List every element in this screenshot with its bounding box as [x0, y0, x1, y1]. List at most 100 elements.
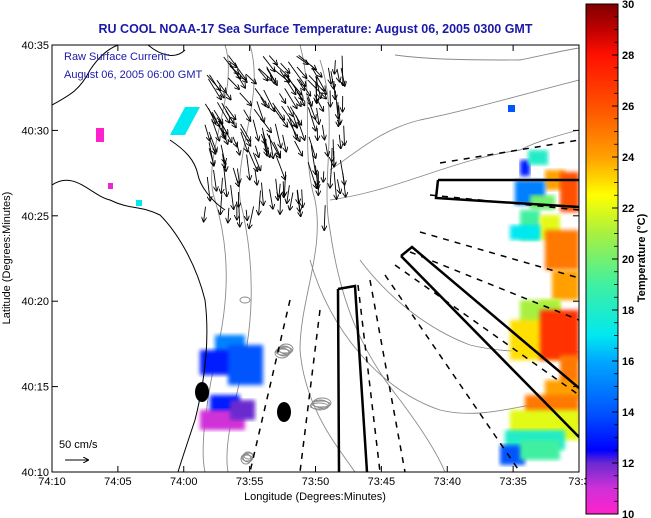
dashed-radial	[384, 274, 521, 472]
current-vector	[252, 152, 260, 171]
depth-contour-small	[241, 454, 253, 462]
colorbar-tick-label: 22	[622, 203, 634, 215]
current-vector	[334, 171, 336, 199]
dashed-radial	[394, 264, 579, 396]
current-vector	[262, 56, 275, 71]
current-vector	[294, 140, 303, 156]
current-vector	[220, 127, 228, 144]
current-vector	[223, 167, 227, 196]
depth-contour	[329, 129, 579, 201]
current-vector	[225, 105, 236, 119]
current-vector	[263, 89, 275, 111]
current-vector	[322, 124, 324, 139]
annotation-current-time: August 06, 2005 06:00 GMT	[64, 69, 202, 81]
current-vector	[206, 74, 220, 90]
current-vector	[302, 189, 303, 208]
current-vector	[237, 142, 240, 155]
sst-cell	[500, 445, 525, 465]
current-vector	[256, 101, 264, 122]
current-vector	[314, 94, 323, 111]
current-vector	[296, 78, 304, 90]
current-vector	[337, 179, 340, 193]
current-vector	[326, 143, 328, 156]
current-vector	[266, 133, 280, 158]
coastline-segment	[52, 45, 119, 106]
current-vector	[228, 55, 246, 80]
current-vector	[269, 189, 273, 209]
current-vector	[221, 177, 222, 193]
x-tick-label: 74:05	[104, 476, 132, 488]
current-vector	[344, 125, 345, 145]
current-vector	[308, 96, 312, 106]
colorbar-tick-label: 30	[622, 0, 634, 11]
current-vector	[216, 80, 226, 92]
x-axis-label: Longitude (Degrees:Minutes)	[244, 491, 386, 503]
coastline-segment	[52, 179, 208, 472]
colorbar-tick-label: 12	[622, 458, 634, 470]
current-vector	[208, 78, 221, 99]
current-vector	[268, 55, 277, 65]
colorbar-tick-label: 14	[622, 407, 635, 419]
sampling-overlays	[195, 139, 579, 472]
current-vector	[237, 168, 239, 184]
current-vector	[296, 55, 308, 64]
sst-cell	[552, 270, 579, 300]
current-vector	[266, 68, 276, 82]
current-vector	[280, 62, 290, 73]
sampling-box	[434, 178, 579, 209]
x-tick-label: 73:3	[568, 476, 589, 488]
y-tick-label: 40:15	[21, 382, 49, 394]
current-vector	[323, 171, 324, 181]
current-vector	[243, 109, 251, 121]
current-vector	[317, 107, 319, 124]
annotation-current-label: Raw Surface Current:	[64, 51, 170, 63]
current-vector	[330, 160, 332, 188]
sampling-box	[400, 245, 579, 438]
dashed-radial	[357, 284, 381, 472]
current-vector	[274, 152, 285, 179]
current-vector	[337, 68, 340, 82]
current-vector	[276, 178, 278, 200]
colorbar-tick-label: 26	[622, 101, 634, 113]
y-tick-label: 40:35	[21, 40, 49, 52]
current-vector	[255, 169, 257, 185]
current-vector	[262, 182, 264, 205]
colorbar-tick-label: 24	[622, 152, 635, 164]
current-vector	[228, 60, 237, 67]
y-tick-label: 40:10	[21, 467, 49, 479]
depth-contour	[394, 47, 579, 61]
current-vector	[246, 154, 250, 180]
station-dot	[277, 402, 291, 422]
current-vector	[220, 194, 222, 214]
sst-cell	[540, 310, 579, 360]
current-vector	[328, 67, 331, 84]
x-tick-label: 73:45	[368, 476, 396, 488]
current-vector	[204, 103, 219, 126]
scale-arrow-label: 50 cm/s	[59, 439, 98, 451]
sst-speck	[508, 105, 515, 112]
current-vector	[297, 190, 299, 204]
current-vector	[339, 105, 340, 124]
current-vector	[282, 134, 287, 152]
current-vectors	[204, 55, 346, 230]
colorbar-tick-label: 28	[622, 50, 634, 62]
current-vector	[221, 102, 236, 127]
current-vector	[339, 159, 344, 185]
current-vector	[240, 128, 251, 146]
colorbar-tick-label: 20	[622, 254, 634, 266]
current-vector	[284, 171, 285, 196]
current-vector	[245, 73, 256, 83]
depth-contour-small	[239, 296, 251, 304]
x-tick-label: 73:55	[236, 476, 264, 488]
current-vector	[294, 116, 297, 127]
dashed-radial	[249, 299, 291, 472]
colorbar-tick-label: 18	[622, 305, 634, 317]
dashed-radial	[299, 309, 321, 472]
current-vector	[208, 142, 214, 165]
current-vector	[217, 102, 229, 122]
coastline-segment	[147, 45, 186, 56]
current-vector	[268, 135, 273, 158]
current-vector	[338, 102, 339, 126]
current-vector	[204, 206, 206, 222]
current-vector	[288, 117, 296, 139]
